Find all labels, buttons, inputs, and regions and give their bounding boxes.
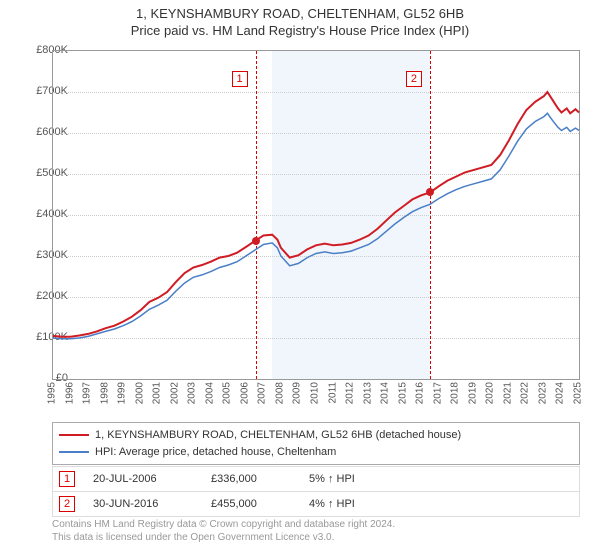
legend-label: 1, KEYNSHAMBURY ROAD, CHELTENHAM, GL52 6… xyxy=(95,427,461,444)
x-tick-label: 2013 xyxy=(362,382,373,404)
x-tick-label: 2023 xyxy=(537,382,548,404)
x-tick-label: 2017 xyxy=(432,382,443,404)
series-line xyxy=(53,113,579,338)
x-tick-label: 2010 xyxy=(310,382,321,404)
legend-swatch xyxy=(59,434,89,436)
event-pct: 4% ↑ HPI xyxy=(309,498,429,510)
footnote-line2: This data is licensed under the Open Gov… xyxy=(52,531,580,544)
event-row: 2 30-JUN-2016 £455,000 4% ↑ HPI xyxy=(52,492,580,517)
chart-plot-area: 12 xyxy=(52,50,580,380)
x-tick-label: 2006 xyxy=(239,382,250,404)
event-row: 1 20-JUL-2006 £336,000 5% ↑ HPI xyxy=(52,466,580,492)
x-tick-label: 2000 xyxy=(134,382,145,404)
x-tick-label: 2007 xyxy=(257,382,268,404)
x-tick-label: 1997 xyxy=(82,382,93,404)
x-tick-label: 2018 xyxy=(450,382,461,404)
chart-title-line2: Price paid vs. HM Land Registry's House … xyxy=(0,23,600,40)
x-tick-label: 2009 xyxy=(292,382,303,404)
chart-lines xyxy=(53,51,579,379)
footnote: Contains HM Land Registry data © Crown c… xyxy=(52,518,580,544)
event-date: 30-JUN-2016 xyxy=(93,498,193,510)
marker-id-box: 2 xyxy=(406,71,422,87)
legend-item: HPI: Average price, detached house, Chel… xyxy=(59,444,573,461)
x-tick-label: 2012 xyxy=(345,382,356,404)
footnote-line1: Contains HM Land Registry data © Crown c… xyxy=(52,518,580,531)
event-price: £455,000 xyxy=(211,498,291,510)
marker-id-box: 1 xyxy=(232,71,248,87)
x-tick-label: 2008 xyxy=(274,382,285,404)
legend-item: 1, KEYNSHAMBURY ROAD, CHELTENHAM, GL52 6… xyxy=(59,427,573,444)
event-price: £336,000 xyxy=(211,473,291,485)
x-tick-label: 2005 xyxy=(222,382,233,404)
x-tick-label: 2022 xyxy=(520,382,531,404)
x-tick-label: 2001 xyxy=(152,382,163,404)
x-tick-label: 2025 xyxy=(573,382,584,404)
x-tick-label: 2019 xyxy=(467,382,478,404)
legend-swatch xyxy=(59,451,89,453)
marker-dot xyxy=(252,237,260,245)
x-tick-label: 2004 xyxy=(204,382,215,404)
x-tick-label: 2011 xyxy=(327,382,338,404)
x-tick-label: 2016 xyxy=(415,382,426,404)
events-table: 1 20-JUL-2006 £336,000 5% ↑ HPI 2 30-JUN-2016… xyxy=(52,466,580,517)
x-tick-label: 1995 xyxy=(47,382,58,404)
event-pct: 5% ↑ HPI xyxy=(309,473,429,485)
series-line xyxy=(53,92,579,337)
x-tick-label: 1996 xyxy=(64,382,75,404)
legend-label: HPI: Average price, detached house, Chel… xyxy=(95,444,336,461)
event-date: 20-JUL-2006 xyxy=(93,473,193,485)
x-tick-label: 2015 xyxy=(397,382,408,404)
event-id-box: 2 xyxy=(59,496,75,512)
x-tick-label: 2014 xyxy=(380,382,391,404)
event-id-box: 1 xyxy=(59,471,75,487)
x-tick-label: 1998 xyxy=(99,382,110,404)
marker-dot xyxy=(426,188,434,196)
x-tick-label: 2002 xyxy=(169,382,180,404)
x-tick-label: 2020 xyxy=(485,382,496,404)
x-tick-label: 1999 xyxy=(117,382,128,404)
x-tick-label: 2024 xyxy=(555,382,566,404)
legend: 1, KEYNSHAMBURY ROAD, CHELTENHAM, GL52 6… xyxy=(52,422,580,465)
chart-title-line1: 1, KEYNSHAMBURY ROAD, CHELTENHAM, GL52 6… xyxy=(0,6,600,23)
x-tick-label: 2021 xyxy=(502,382,513,404)
x-tick-label: 2003 xyxy=(187,382,198,404)
